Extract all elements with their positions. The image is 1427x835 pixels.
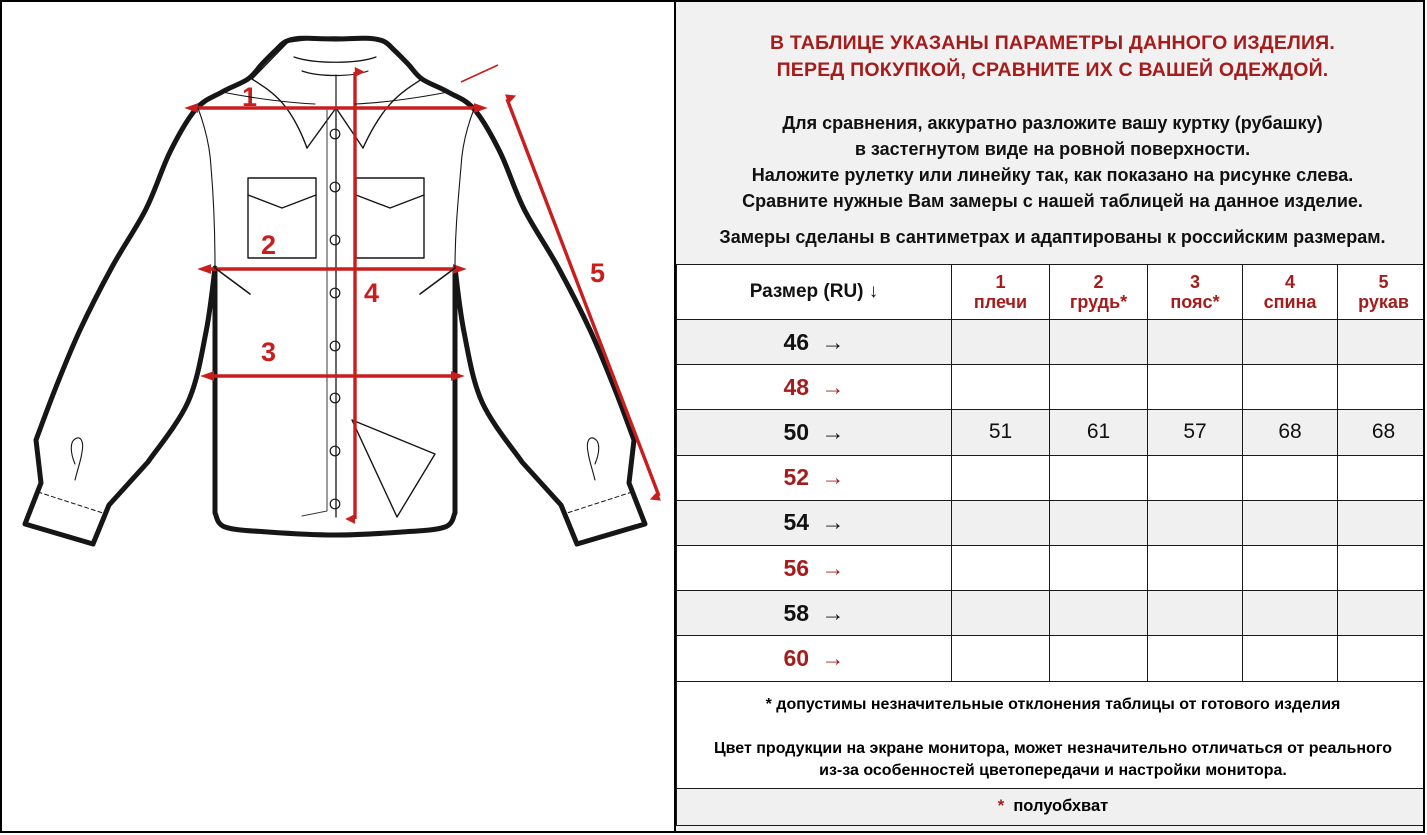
svg-text:3: 3	[261, 337, 276, 367]
svg-text:4: 4	[364, 278, 379, 308]
svg-text:2: 2	[261, 230, 276, 260]
svg-text:5: 5	[590, 258, 605, 288]
